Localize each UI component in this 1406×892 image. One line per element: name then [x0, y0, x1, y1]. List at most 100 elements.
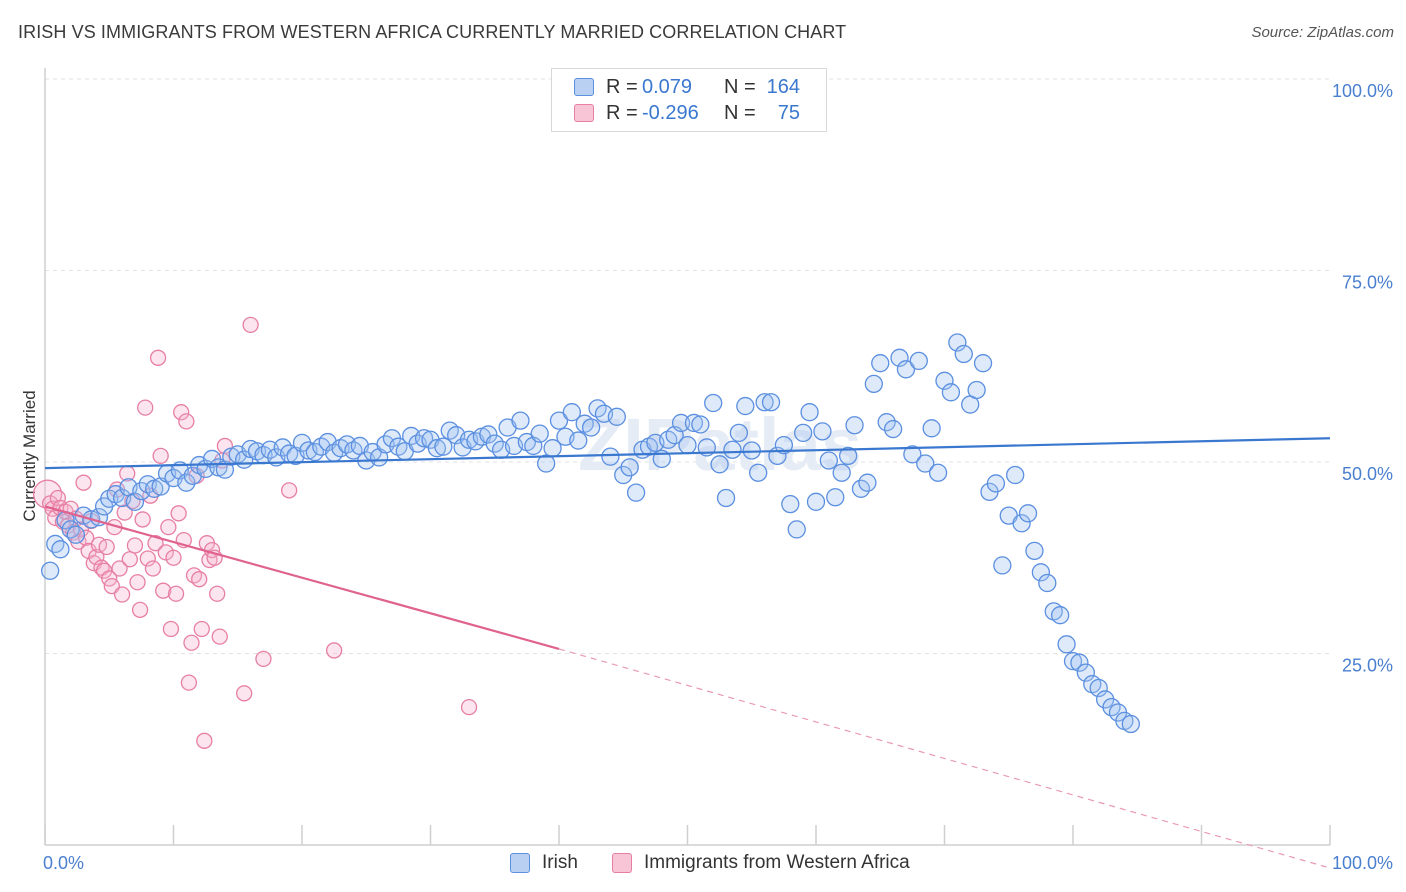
waf-point: [75, 474, 92, 491]
irish-point: [684, 413, 704, 433]
waf-point: [152, 447, 169, 465]
irish-point: [774, 435, 794, 455]
waf-point: [111, 560, 128, 577]
series-legend: Irish Immigrants from Western Africa: [0, 852, 1406, 878]
legend-row-waf: R = -0.296 N = 75: [574, 101, 800, 125]
irish-point: [479, 425, 498, 444]
y-tick-label: 50.0%: [1342, 464, 1393, 484]
irish-point: [832, 463, 851, 482]
irish-point: [806, 492, 826, 511]
waf-point: [180, 674, 198, 691]
waf-point: [160, 518, 177, 536]
irish-point: [935, 371, 954, 390]
legend-n-value: 75: [777, 101, 800, 124]
irish-point: [729, 423, 749, 443]
y-tick-label: 100.0%: [1332, 81, 1393, 101]
waf-point: [236, 685, 253, 702]
waf-point: [129, 574, 146, 591]
irish-point: [864, 374, 883, 394]
irish-point: [736, 396, 755, 416]
irish-point: [710, 455, 729, 474]
trendlines: [44, 437, 1331, 869]
waf-point: [280, 482, 298, 499]
source-label: Source: ZipAtlas.com: [1251, 24, 1394, 41]
irish-point: [40, 561, 60, 580]
irish-point: [1063, 652, 1083, 671]
irish-point: [896, 360, 916, 379]
waf-point: [137, 399, 154, 416]
irish-point: [993, 556, 1012, 575]
legend-item-waf[interactable]: Immigrants from Western Africa: [612, 852, 910, 874]
x-tick-label-min: 0.0%: [43, 853, 84, 873]
irish-point: [704, 393, 723, 413]
waf-point: [49, 489, 66, 507]
irish-point: [954, 344, 973, 364]
legend-swatch-waf: [612, 853, 632, 873]
waf-trendline-extension: [558, 648, 1331, 869]
irish-point: [1025, 541, 1044, 561]
irish-point: [620, 458, 639, 477]
irish-point: [51, 540, 70, 559]
irish-point: [794, 423, 813, 443]
irish-point: [125, 492, 145, 511]
irish-point: [903, 445, 922, 464]
waf-point: [155, 582, 172, 599]
irish-point: [66, 525, 85, 544]
waf-point: [113, 586, 131, 603]
waf-point: [144, 560, 162, 577]
irish-point: [858, 473, 877, 492]
irish-point: [948, 333, 967, 352]
legend-item-irish[interactable]: Irish: [510, 852, 578, 874]
waf-point: [191, 571, 208, 588]
irish-point: [691, 415, 710, 434]
irish-point: [787, 520, 806, 539]
irish-point: [890, 348, 909, 367]
legend-n-label: N =: [724, 101, 756, 124]
irish-point: [1018, 504, 1038, 523]
irish-point: [511, 411, 530, 430]
waf-point: [211, 628, 228, 645]
irish-point: [986, 474, 1006, 493]
irish-point: [883, 419, 903, 439]
legend-r-label: R =: [606, 101, 638, 124]
irish-point: [838, 446, 858, 466]
legend-row-irish: R = 0.079 N = 164: [574, 75, 800, 99]
waf-point: [183, 634, 200, 651]
irish-point: [877, 413, 896, 432]
irish-point: [607, 407, 626, 426]
irish-point: [549, 411, 569, 430]
y-tick-label: 25.0%: [1342, 656, 1393, 676]
irish-point: [845, 416, 864, 435]
irish-point: [755, 393, 774, 412]
irish-point: [916, 454, 935, 473]
irish-point: [928, 463, 948, 482]
irish-point: [967, 380, 986, 400]
irish-point: [749, 463, 768, 482]
waf-point: [170, 505, 187, 522]
waf-point: [134, 511, 151, 528]
irish-point: [569, 431, 588, 450]
x-tick-labels: 0.0% 100.0%: [43, 853, 1393, 873]
waf-point: [116, 504, 133, 521]
legend-r-value: -0.296: [642, 101, 699, 124]
irish-point: [537, 454, 556, 473]
irish-point: [1012, 514, 1031, 533]
legend-swatch-waf: [574, 104, 594, 122]
waf-points: [32, 316, 478, 749]
waf-point: [77, 529, 95, 546]
irish-point: [1121, 714, 1140, 734]
legend-n-value: 164: [766, 75, 800, 98]
waf-point: [165, 549, 182, 566]
waf-point: [178, 413, 195, 430]
irish-point: [1031, 563, 1051, 582]
waf-point: [209, 585, 226, 602]
legend-r-label: R =: [606, 75, 638, 98]
irish-point: [530, 424, 549, 443]
y-tick-label: 75.0%: [1342, 273, 1393, 293]
waf-point: [139, 550, 156, 567]
waf-point: [325, 642, 343, 659]
irish-point: [434, 437, 453, 456]
irish-point: [922, 419, 941, 438]
irish-point: [562, 403, 581, 422]
irish-point: [1006, 465, 1025, 485]
